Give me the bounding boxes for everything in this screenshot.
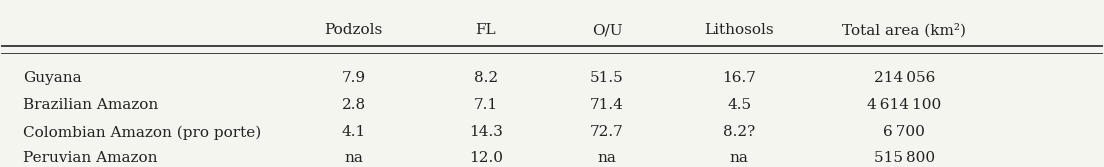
Text: 4.5: 4.5 (728, 98, 751, 112)
Text: Total area (km²): Total area (km²) (842, 23, 966, 37)
Text: 7.1: 7.1 (474, 98, 498, 112)
Text: 12.0: 12.0 (469, 151, 503, 165)
Text: Brazilian Amazon: Brazilian Amazon (23, 98, 159, 112)
Text: Peruvian Amazon: Peruvian Amazon (23, 151, 158, 165)
Text: 51.5: 51.5 (591, 71, 624, 85)
Text: FL: FL (476, 23, 496, 37)
Text: Colombian Amazon (pro porte): Colombian Amazon (pro porte) (23, 125, 262, 140)
Text: Podzols: Podzols (325, 23, 383, 37)
Text: 515 800: 515 800 (874, 151, 935, 165)
Text: 71.4: 71.4 (591, 98, 624, 112)
Text: 214 056: 214 056 (873, 71, 935, 85)
Text: O/U: O/U (592, 23, 623, 37)
Text: 8.2: 8.2 (474, 71, 498, 85)
Text: Lithosols: Lithosols (704, 23, 774, 37)
Text: 16.7: 16.7 (722, 71, 756, 85)
Text: na: na (597, 151, 616, 165)
Text: 2.8: 2.8 (342, 98, 365, 112)
Text: 8.2?: 8.2? (723, 125, 755, 139)
Text: Guyana: Guyana (23, 71, 82, 85)
Text: na: na (344, 151, 363, 165)
Text: 4.1: 4.1 (341, 125, 365, 139)
Text: 14.3: 14.3 (469, 125, 502, 139)
Text: 6 700: 6 700 (883, 125, 925, 139)
Text: 7.9: 7.9 (342, 71, 365, 85)
Text: na: na (730, 151, 749, 165)
Text: 72.7: 72.7 (591, 125, 624, 139)
Text: 4 614 100: 4 614 100 (868, 98, 942, 112)
